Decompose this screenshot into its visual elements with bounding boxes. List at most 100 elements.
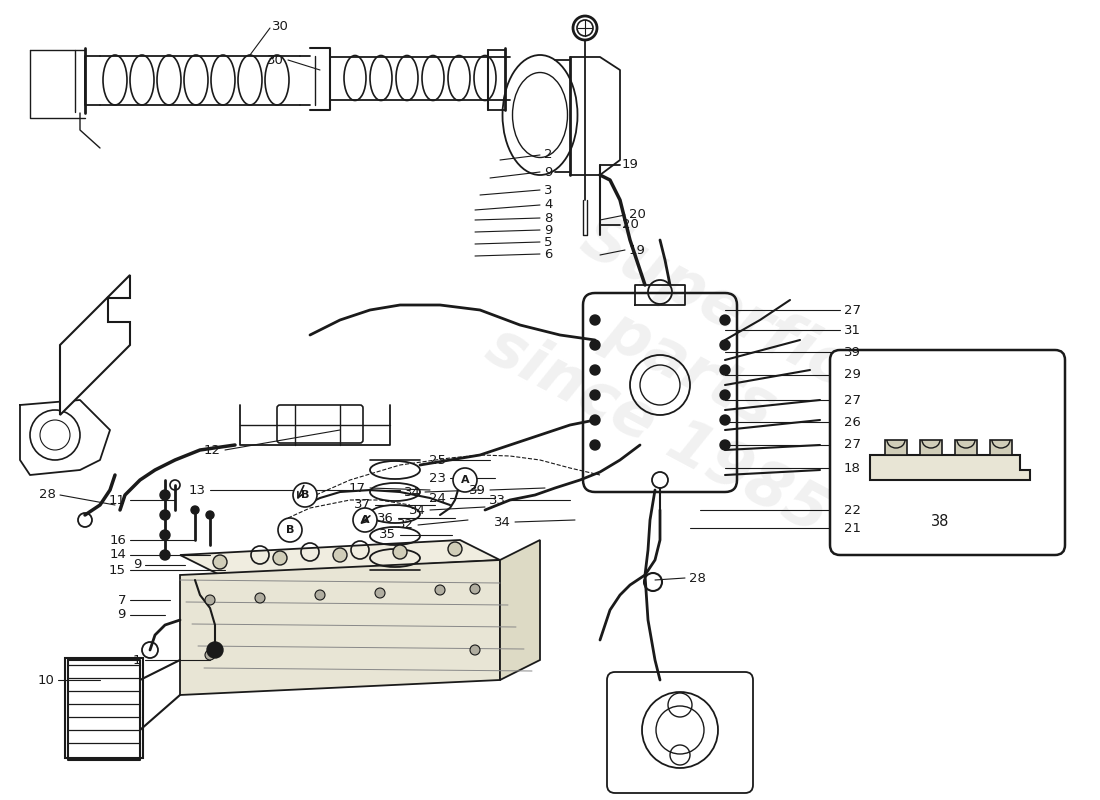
Polygon shape	[180, 560, 500, 695]
Circle shape	[1019, 461, 1031, 473]
Circle shape	[315, 590, 324, 600]
Circle shape	[590, 365, 600, 375]
Circle shape	[720, 365, 730, 375]
Polygon shape	[500, 540, 540, 680]
Polygon shape	[180, 540, 500, 575]
Text: 3: 3	[544, 183, 552, 197]
Text: 8: 8	[544, 211, 552, 225]
Circle shape	[590, 390, 600, 400]
Circle shape	[375, 588, 385, 598]
Circle shape	[205, 650, 214, 660]
Text: 9: 9	[133, 558, 141, 571]
Circle shape	[213, 555, 227, 569]
Circle shape	[470, 645, 480, 655]
Circle shape	[448, 542, 462, 556]
Circle shape	[393, 545, 407, 559]
Text: 24: 24	[429, 491, 446, 505]
Circle shape	[590, 440, 600, 450]
Circle shape	[255, 593, 265, 603]
Text: 34: 34	[494, 515, 512, 529]
Text: 27: 27	[844, 438, 861, 451]
Circle shape	[720, 315, 730, 325]
Text: 28: 28	[40, 489, 56, 502]
Text: A: A	[461, 475, 470, 485]
Text: 30: 30	[267, 54, 284, 66]
Text: 10: 10	[37, 674, 54, 686]
Text: 16: 16	[109, 534, 126, 546]
Circle shape	[720, 390, 730, 400]
Polygon shape	[886, 440, 907, 455]
Text: 30: 30	[272, 19, 289, 33]
Polygon shape	[920, 440, 942, 455]
Text: 1: 1	[132, 654, 141, 666]
Text: 31: 31	[844, 323, 861, 337]
FancyBboxPatch shape	[65, 658, 143, 758]
Text: 19: 19	[629, 243, 646, 257]
Circle shape	[160, 530, 170, 540]
Text: A: A	[361, 515, 370, 525]
Circle shape	[453, 468, 477, 492]
Text: 26: 26	[844, 415, 861, 429]
Circle shape	[191, 506, 199, 514]
Text: 2: 2	[544, 149, 552, 162]
Circle shape	[720, 340, 730, 350]
Circle shape	[160, 550, 170, 560]
Text: 21: 21	[844, 522, 861, 534]
Text: 6: 6	[544, 247, 552, 261]
Text: 36: 36	[377, 511, 394, 525]
Circle shape	[333, 548, 346, 562]
Circle shape	[293, 483, 317, 507]
Circle shape	[160, 510, 170, 520]
Text: 4: 4	[544, 198, 552, 211]
Text: 38: 38	[931, 514, 949, 530]
Circle shape	[273, 551, 287, 565]
Text: 19: 19	[621, 158, 639, 171]
Text: 17: 17	[349, 482, 366, 494]
Text: 15: 15	[109, 563, 126, 577]
Text: 37: 37	[354, 498, 371, 511]
Text: 25: 25	[429, 454, 446, 466]
Circle shape	[278, 518, 303, 542]
Text: 27: 27	[844, 303, 861, 317]
Text: 13: 13	[189, 483, 206, 497]
Text: 18: 18	[844, 462, 861, 474]
Text: 9: 9	[544, 223, 552, 237]
Text: 28: 28	[689, 571, 706, 585]
Circle shape	[353, 508, 377, 532]
Text: 22: 22	[844, 503, 861, 517]
Text: B: B	[286, 525, 294, 535]
Text: 14: 14	[109, 549, 126, 562]
FancyBboxPatch shape	[830, 350, 1065, 555]
Text: 33: 33	[490, 494, 506, 506]
Text: 7: 7	[118, 594, 127, 606]
Text: B: B	[300, 490, 309, 500]
Text: 34: 34	[409, 503, 426, 517]
Text: 12: 12	[204, 443, 221, 457]
Polygon shape	[990, 440, 1012, 455]
Text: 23: 23	[429, 471, 446, 485]
Text: 5: 5	[544, 235, 552, 249]
Polygon shape	[955, 440, 977, 455]
Circle shape	[590, 415, 600, 425]
Circle shape	[206, 511, 214, 519]
Text: 39: 39	[469, 483, 486, 497]
Text: 11: 11	[109, 494, 126, 506]
Circle shape	[590, 315, 600, 325]
Circle shape	[470, 584, 480, 594]
Polygon shape	[870, 455, 1030, 480]
Text: 20: 20	[621, 218, 639, 231]
Polygon shape	[60, 275, 130, 415]
Text: 34: 34	[404, 486, 421, 498]
Text: 9: 9	[118, 609, 127, 622]
Text: 39: 39	[844, 346, 861, 358]
Circle shape	[205, 595, 214, 605]
Text: 29: 29	[844, 369, 861, 382]
Text: 35: 35	[379, 529, 396, 542]
Circle shape	[720, 440, 730, 450]
Text: 20: 20	[629, 209, 646, 222]
Circle shape	[434, 585, 446, 595]
Text: 9: 9	[544, 166, 552, 178]
Text: 32: 32	[397, 518, 414, 531]
Circle shape	[590, 340, 600, 350]
Circle shape	[207, 642, 223, 658]
